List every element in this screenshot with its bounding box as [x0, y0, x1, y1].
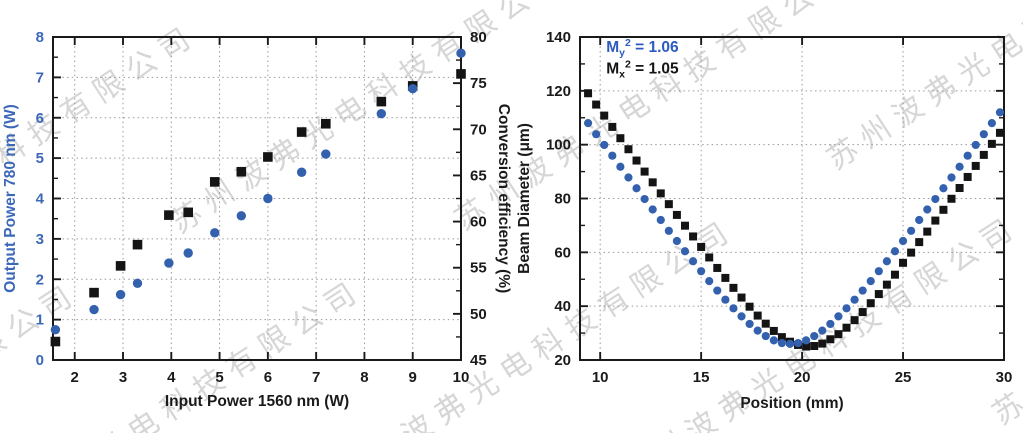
y-left-axis-title: Output Power 780 nm (W) — [2, 104, 19, 293]
y-tick-label: 40 — [554, 298, 571, 315]
y-left-tick-label: 5 — [36, 150, 44, 167]
output-power-efficiency-chart: 2 3 4 5 6 7 8 9 100123456784550556065707580Input… — [2, 29, 512, 410]
y-left-tick-label: 7 — [36, 69, 44, 86]
axis-labels: 10 15 20 25 30 20 40 60 80 100 120 140 Position (mm)… — [516, 29, 1012, 412]
y-left-tick-label: 0 — [36, 352, 44, 369]
y-left-tick-label: 3 — [36, 231, 44, 248]
y-left-tick-label: 6 — [36, 110, 44, 127]
y-right-tick-label: 45 — [470, 352, 487, 369]
y-right-tick-label: 65 — [470, 167, 487, 184]
series-mx2-caustic — [584, 89, 1004, 351]
x-tick-label: 2 — [71, 369, 79, 386]
x-tick-label: 10 — [592, 369, 609, 386]
x-tick-label: 7 — [312, 369, 320, 386]
axis-labels: 2 3 4 5 6 7 8 9 100123456784550556065707580Input… — [2, 29, 512, 410]
x-tick-label: 4 — [167, 369, 176, 386]
x-tick-label: 20 — [794, 369, 811, 386]
y-tick-label: 140 — [546, 29, 571, 46]
y-right-tick-label: 75 — [470, 75, 487, 92]
x-tick-label: 3 — [119, 369, 127, 386]
y-right-tick-label: 60 — [470, 214, 487, 231]
m2-annotation: My2 = 1.06 — [606, 37, 679, 59]
y-tick-label: 100 — [546, 137, 571, 154]
y-right-tick-label: 50 — [470, 306, 487, 323]
y-left-tick-label: 1 — [36, 312, 44, 329]
x-tick-label: 15 — [693, 369, 710, 386]
beam-caustic-m2-chart: 10 15 20 25 30 20 40 60 80 100 120 140 Position (mm)… — [516, 29, 1012, 412]
y-right-axis-title: Conversion efficiency (%) — [495, 104, 512, 294]
m2-annotation: Mx2 = 1.05 — [606, 58, 679, 80]
x-tick-label: 8 — [360, 369, 368, 386]
y-left-tick-label: 4 — [36, 191, 45, 208]
series-output-power — [50, 48, 466, 335]
x-axis-title: Input Power 1560 nm (W) — [165, 393, 349, 410]
y-right-tick-label: 55 — [470, 260, 487, 277]
series-conversion-efficiency — [50, 69, 466, 347]
x-tick-label: 30 — [996, 369, 1013, 386]
y-tick-label: 20 — [554, 352, 571, 369]
y-left-tick-label: 2 — [36, 271, 44, 288]
y-left-tick-label: 8 — [36, 29, 44, 46]
series-my2-caustic — [583, 108, 1005, 348]
x-tick-label: 25 — [895, 369, 912, 386]
x-tick-label: 5 — [215, 369, 223, 386]
x-tick-label: 6 — [264, 369, 272, 386]
x-tick-label: 9 — [409, 369, 417, 386]
y-tick-label: 80 — [554, 191, 571, 208]
tick-layer — [53, 36, 462, 361]
tick-layer — [580, 36, 1005, 361]
grid-layer — [580, 37, 1004, 360]
x-tick-label: 10 — [453, 369, 470, 386]
y-right-tick-label: 80 — [470, 29, 487, 46]
y-tick-label: 60 — [554, 244, 571, 261]
grid-layer — [53, 37, 461, 360]
y-axis-title: Beam Diameter (μm) — [516, 123, 533, 274]
y-right-tick-label: 70 — [470, 121, 487, 138]
x-axis-title: Position (mm) — [740, 395, 843, 412]
y-tick-label: 120 — [546, 83, 571, 100]
